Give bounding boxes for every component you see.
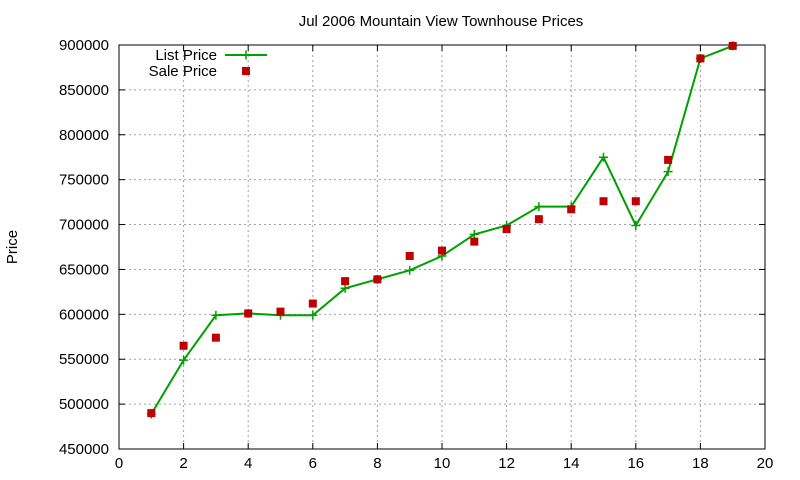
series [146, 41, 738, 419]
list-price-point [534, 202, 544, 212]
list-price-point [308, 310, 318, 320]
y-tick-label: 750000 [59, 172, 109, 189]
y-tick-label: 700000 [59, 217, 109, 234]
y-axis-label: Price [4, 230, 21, 264]
x-tick-label: 18 [692, 455, 709, 472]
y-axis-tick-labels: 450000 500000 550000 600000 650000 700000 7500… [59, 37, 109, 458]
sale-price-point [534, 215, 543, 224]
sale-price-point [179, 341, 188, 350]
sale-price-point [373, 275, 382, 284]
sale-price-point [599, 197, 608, 206]
sale-price-point [696, 54, 705, 63]
sale-price-point [567, 205, 576, 214]
list-price-point [405, 265, 415, 275]
x-tick-label: 8 [373, 455, 381, 472]
list-price-point [663, 167, 673, 177]
sale-price-point [405, 251, 414, 260]
sale-price-point [438, 246, 446, 255]
sale-price-point [631, 197, 640, 206]
y-tick-label: 600000 [59, 306, 109, 323]
x-axis-tick-labels: 0 2 4 6 8 10 12 14 16 18 20 [115, 455, 774, 472]
x-tick-label: 0 [115, 455, 123, 472]
list-price-point [211, 310, 221, 320]
legend-label: Sale Price [149, 63, 217, 80]
list-price-point [469, 229, 479, 239]
sale-price-point [244, 309, 253, 318]
sale-price-point [211, 333, 220, 342]
sale-price-point [470, 237, 479, 246]
x-tick-label: 16 [627, 455, 644, 472]
list-price-point [179, 355, 189, 365]
y-tick-label: 650000 [59, 261, 109, 278]
x-tick-label: 12 [498, 455, 515, 472]
legend-marker [242, 67, 250, 75]
list-price-point [340, 283, 350, 293]
y-tick-label: 550000 [59, 351, 109, 368]
y-tick-label: 850000 [59, 82, 109, 99]
x-tick-label: 20 [757, 455, 774, 472]
x-tick-label: 6 [309, 455, 317, 472]
sale-price-point [308, 299, 317, 308]
sale-price-point [276, 307, 285, 316]
y-tick-label: 500000 [59, 396, 109, 413]
grid [119, 45, 765, 449]
y-tick-label: 900000 [59, 37, 109, 54]
sale-price-point [502, 225, 511, 234]
x-tick-label: 4 [244, 455, 252, 472]
x-tick-label: 2 [179, 455, 187, 472]
list-price-point [599, 152, 608, 162]
sale-price-point [341, 277, 350, 286]
y-tick-label: 800000 [59, 127, 109, 144]
x-tick-label: 14 [563, 455, 580, 472]
sale-price-point [147, 409, 156, 418]
sale-price-series [147, 41, 737, 418]
y-tick-label: 450000 [59, 441, 109, 458]
x-tick-label: 10 [434, 455, 451, 472]
list-price-point [631, 220, 641, 230]
chart-title: Jul 2006 Mountain View Townhouse Prices [299, 13, 584, 30]
sale-price-point [728, 41, 737, 50]
legend-label: List Price [155, 47, 217, 64]
legend-marker [241, 50, 251, 60]
sale-price-point [664, 155, 673, 164]
plot-frame [118, 44, 766, 450]
